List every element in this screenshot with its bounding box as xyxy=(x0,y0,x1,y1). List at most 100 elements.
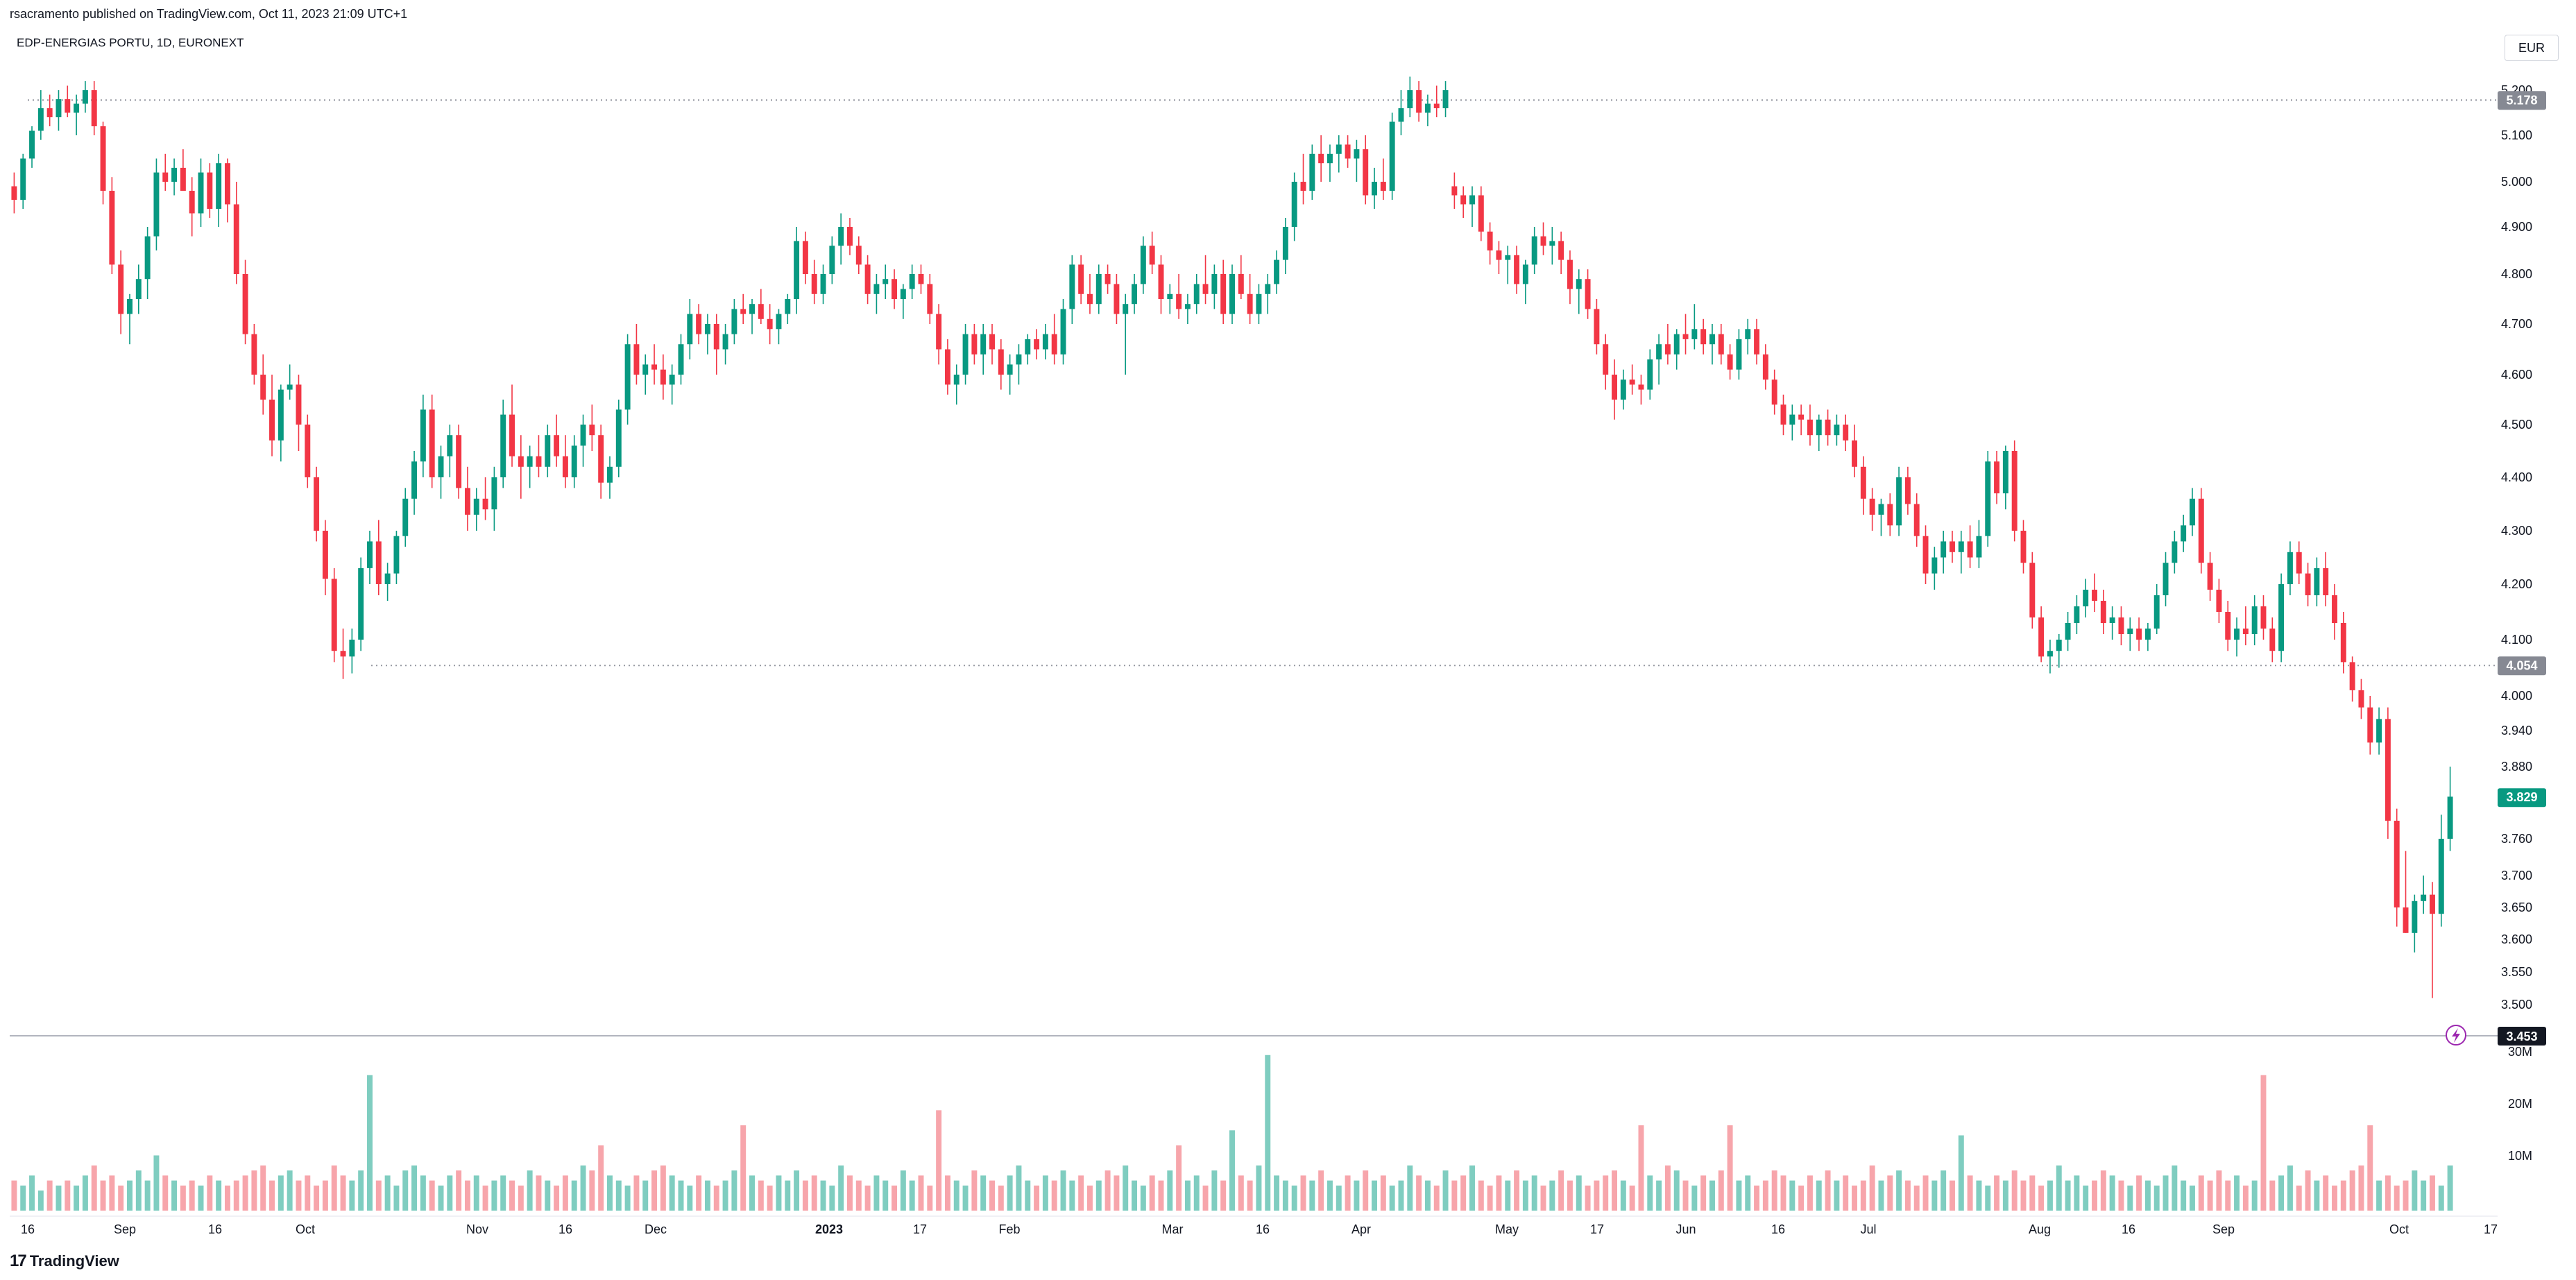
candle-body[interactable] xyxy=(1816,419,1822,436)
candle-body[interactable] xyxy=(1771,379,1777,405)
candle-body[interactable] xyxy=(296,384,302,425)
lightning-icon[interactable] xyxy=(2446,1025,2466,1046)
candle-body[interactable] xyxy=(1416,90,1422,113)
candle-body[interactable] xyxy=(873,284,880,294)
candle-body[interactable] xyxy=(207,172,213,209)
candle-body[interactable] xyxy=(1718,334,1724,355)
candle-body[interactable] xyxy=(2242,629,2249,634)
candle-body[interactable] xyxy=(1762,354,1768,380)
candle-body[interactable] xyxy=(2136,629,2142,640)
candle-body[interactable] xyxy=(1549,241,1555,246)
symbol-title[interactable]: EDP-ENERGIAS PORTU, 1D, EURONEXT xyxy=(17,36,244,49)
candle-body[interactable] xyxy=(971,334,978,355)
candle-body[interactable] xyxy=(2349,662,2355,690)
candle-body[interactable] xyxy=(1887,504,1893,526)
candle-body[interactable] xyxy=(1086,293,1093,305)
candle-body[interactable] xyxy=(1673,334,1680,355)
candle-body[interactable] xyxy=(1985,461,1991,536)
candle-body[interactable] xyxy=(802,241,808,274)
candle-body[interactable] xyxy=(1576,279,1582,289)
candle-body[interactable] xyxy=(811,274,817,294)
candle-body[interactable] xyxy=(2163,563,2169,595)
candle-body[interactable] xyxy=(2020,531,2027,563)
candle-body[interactable] xyxy=(74,103,80,113)
candle-body[interactable] xyxy=(1060,309,1066,355)
candle-body[interactable] xyxy=(1629,379,1635,385)
candle-body[interactable] xyxy=(1664,344,1671,355)
candle-body[interactable] xyxy=(1807,419,1813,436)
candle-body[interactable] xyxy=(135,279,142,299)
candle-body[interactable] xyxy=(2269,629,2276,651)
candle-body[interactable] xyxy=(2385,719,2391,821)
candle-body[interactable] xyxy=(358,568,364,640)
candle-body[interactable] xyxy=(305,425,311,477)
candle-body[interactable] xyxy=(1869,498,1875,515)
candle-body[interactable] xyxy=(2189,498,2195,526)
candle-body[interactable] xyxy=(127,299,133,314)
candle-body[interactable] xyxy=(1860,466,1866,499)
candle-body[interactable] xyxy=(2394,821,2400,907)
candle-body[interactable] xyxy=(1709,334,1715,345)
candle-body[interactable] xyxy=(624,344,631,410)
candle-body[interactable] xyxy=(367,541,373,568)
candle-body[interactable] xyxy=(1389,121,1395,191)
candle-body[interactable] xyxy=(1531,236,1537,265)
candle-body[interactable] xyxy=(1922,536,1929,574)
candle-body[interactable] xyxy=(651,364,658,370)
candle-body[interactable] xyxy=(785,299,791,314)
candle-body[interactable] xyxy=(2109,617,2115,623)
candle-body[interactable] xyxy=(1940,541,1947,558)
candle-body[interactable] xyxy=(1318,153,1324,164)
candle-body[interactable] xyxy=(536,456,542,467)
candle-body[interactable] xyxy=(518,456,524,467)
candle-body[interactable] xyxy=(2118,617,2124,634)
candle-body[interactable] xyxy=(1682,334,1689,339)
candle-body[interactable] xyxy=(1754,329,1760,355)
candle-body[interactable] xyxy=(1051,334,1057,355)
candle-body[interactable] xyxy=(1852,440,1857,467)
candle-body[interactable] xyxy=(20,158,26,200)
candle-body[interactable] xyxy=(1327,153,1333,164)
candle-body[interactable] xyxy=(1282,227,1288,260)
candle-body[interactable] xyxy=(2332,595,2337,623)
candle-body[interactable] xyxy=(527,456,533,467)
currency-button[interactable]: EUR xyxy=(2505,35,2559,61)
candle-body[interactable] xyxy=(669,375,675,385)
candle-body[interactable] xyxy=(1123,304,1129,314)
candle-body[interactable] xyxy=(1336,144,1342,154)
candle-body[interactable] xyxy=(1931,557,1938,574)
candle-body[interactable] xyxy=(740,309,747,314)
candle-body[interactable] xyxy=(1354,149,1360,159)
candle-body[interactable] xyxy=(864,264,871,294)
candle-body[interactable] xyxy=(2376,719,2382,743)
candle-body[interactable] xyxy=(1398,108,1404,122)
candle-body[interactable] xyxy=(189,191,195,214)
candle-body[interactable] xyxy=(153,172,160,237)
candle-body[interactable] xyxy=(1095,274,1102,305)
candle-body[interactable] xyxy=(660,369,666,385)
candle-body[interactable] xyxy=(1016,354,1022,365)
candle-body[interactable] xyxy=(2251,606,2258,634)
candle-body[interactable] xyxy=(704,324,710,334)
candle-body[interactable] xyxy=(1656,344,1662,360)
candle-body[interactable] xyxy=(2323,568,2329,595)
candle-body[interactable] xyxy=(1291,182,1297,227)
candle-body[interactable] xyxy=(900,289,906,299)
candle-body[interactable] xyxy=(1478,195,1484,232)
candle-body[interactable] xyxy=(2438,839,2444,914)
candle-body[interactable] xyxy=(1913,504,1920,536)
candle-body[interactable] xyxy=(438,456,444,477)
candle-body[interactable] xyxy=(2296,552,2302,574)
candle-body[interactable] xyxy=(980,334,987,355)
candle-body[interactable] xyxy=(1042,334,1048,350)
candle-body[interactable] xyxy=(1612,375,1617,400)
candle-body[interactable] xyxy=(944,349,950,385)
candle-body[interactable] xyxy=(642,364,649,375)
candle-body[interactable] xyxy=(1469,195,1475,205)
candle-body[interactable] xyxy=(2260,606,2267,629)
candle-body[interactable] xyxy=(847,227,853,246)
candle-body[interactable] xyxy=(2092,590,2097,601)
candle-body[interactable] xyxy=(545,435,551,467)
candle-body[interactable] xyxy=(2287,552,2293,584)
